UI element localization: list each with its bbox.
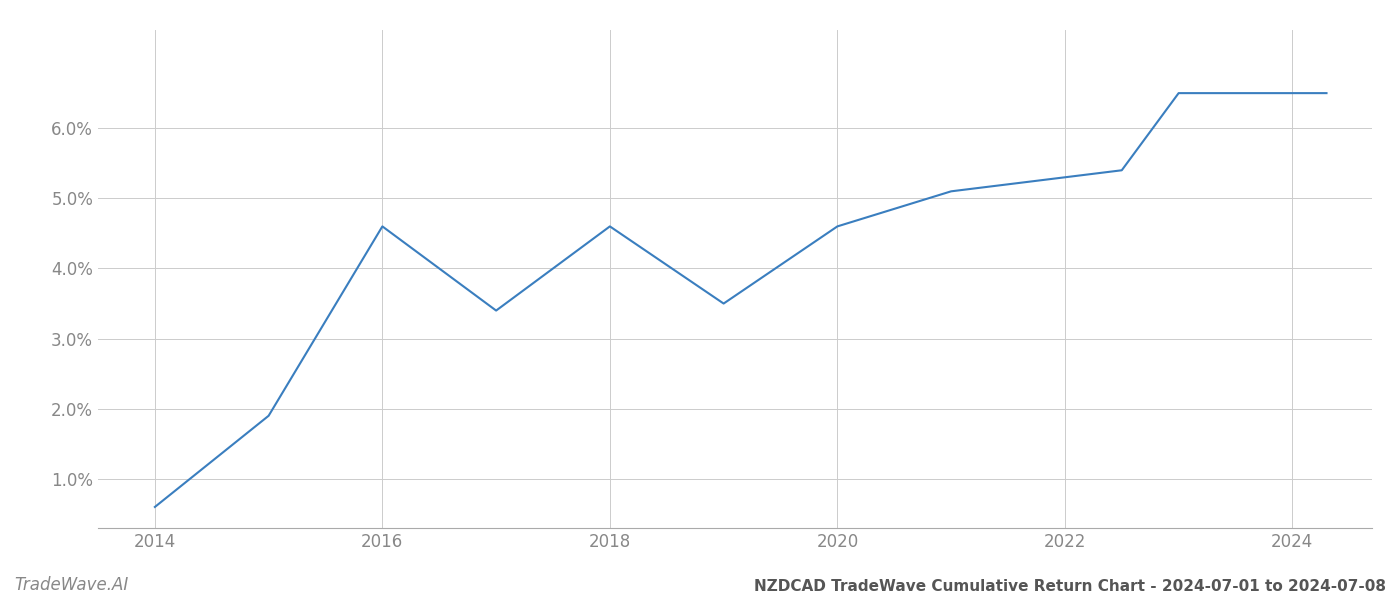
Text: NZDCAD TradeWave Cumulative Return Chart - 2024-07-01 to 2024-07-08: NZDCAD TradeWave Cumulative Return Chart… bbox=[755, 579, 1386, 594]
Text: TradeWave.AI: TradeWave.AI bbox=[14, 576, 129, 594]
